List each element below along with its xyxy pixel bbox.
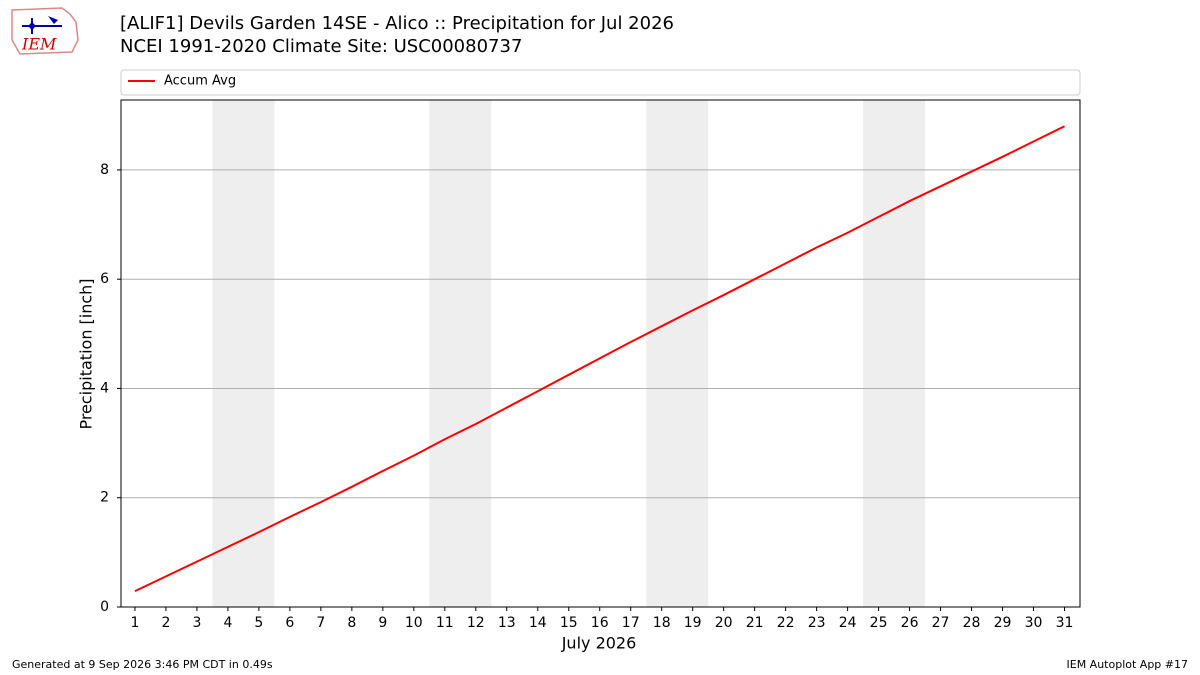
weekend-shade (863, 100, 926, 607)
x-tick-label: 10 (405, 615, 423, 631)
y-tick-label: 6 (100, 271, 109, 287)
x-tick-label: 14 (529, 615, 547, 631)
y-tick-label: 8 (100, 162, 109, 178)
x-tick-label: 9 (378, 615, 387, 631)
x-tick-label: 6 (285, 615, 294, 631)
footer-left: Generated at 9 Sep 2026 3:46 PM CDT in 0… (12, 658, 273, 671)
x-tick-label: 11 (436, 615, 454, 631)
x-tick-label: 18 (653, 615, 671, 631)
legend-label: Accum Avg (164, 74, 236, 89)
x-tick-label: 15 (560, 615, 578, 631)
x-tick-label: 21 (746, 615, 764, 631)
x-tick-label: 7 (316, 615, 325, 631)
x-axis-label: July 2026 (561, 634, 637, 653)
x-tick-label: 24 (839, 615, 857, 631)
weekend-shade (429, 100, 492, 607)
x-tick-label: 19 (684, 615, 702, 631)
x-tick-label: 26 (901, 615, 919, 631)
y-tick-label: 0 (100, 599, 109, 615)
y-axis-label: Precipitation [inch] (77, 278, 96, 429)
legend-box (120, 69, 1081, 96)
x-tick-label: 5 (254, 615, 263, 631)
weekend-shade (646, 100, 709, 607)
x-tick-label: 20 (715, 615, 733, 631)
x-tick-label: 17 (622, 615, 640, 631)
footer-right: IEM Autoplot App #17 (1067, 658, 1189, 671)
x-tick-label: 23 (808, 615, 826, 631)
x-tick-label: 4 (223, 615, 232, 631)
chart-subtitle: NCEI 1991-2020 Climate Site: USC00080737 (120, 36, 522, 57)
x-tick-label: 8 (347, 615, 356, 631)
x-tick-label: 27 (932, 615, 950, 631)
x-tick-label: 16 (591, 615, 609, 631)
x-tick-label: 13 (498, 615, 516, 631)
x-tick-label: 12 (467, 615, 485, 631)
plot-frame (120, 99, 1081, 608)
x-tick-label: 30 (1025, 615, 1043, 631)
y-tick-label: 2 (100, 490, 109, 506)
x-tick-label: 25 (870, 615, 888, 631)
x-tick-label: 2 (161, 615, 170, 631)
logo: IEM (11, 7, 79, 55)
x-tick-label: 3 (192, 615, 201, 631)
series-line (134, 125, 1065, 593)
x-tick-label: 1 (130, 615, 139, 631)
weekend-shade (212, 100, 275, 607)
x-tick-label: 29 (994, 615, 1012, 631)
x-tick-label: 28 (963, 615, 981, 631)
chart-title: [ALIF1] Devils Garden 14SE - Alico :: Pr… (120, 13, 674, 34)
x-tick-label: 22 (777, 615, 795, 631)
y-tick-label: 4 (100, 380, 109, 396)
x-tick-label: 31 (1056, 615, 1074, 631)
logo-text: IEM (21, 35, 57, 54)
